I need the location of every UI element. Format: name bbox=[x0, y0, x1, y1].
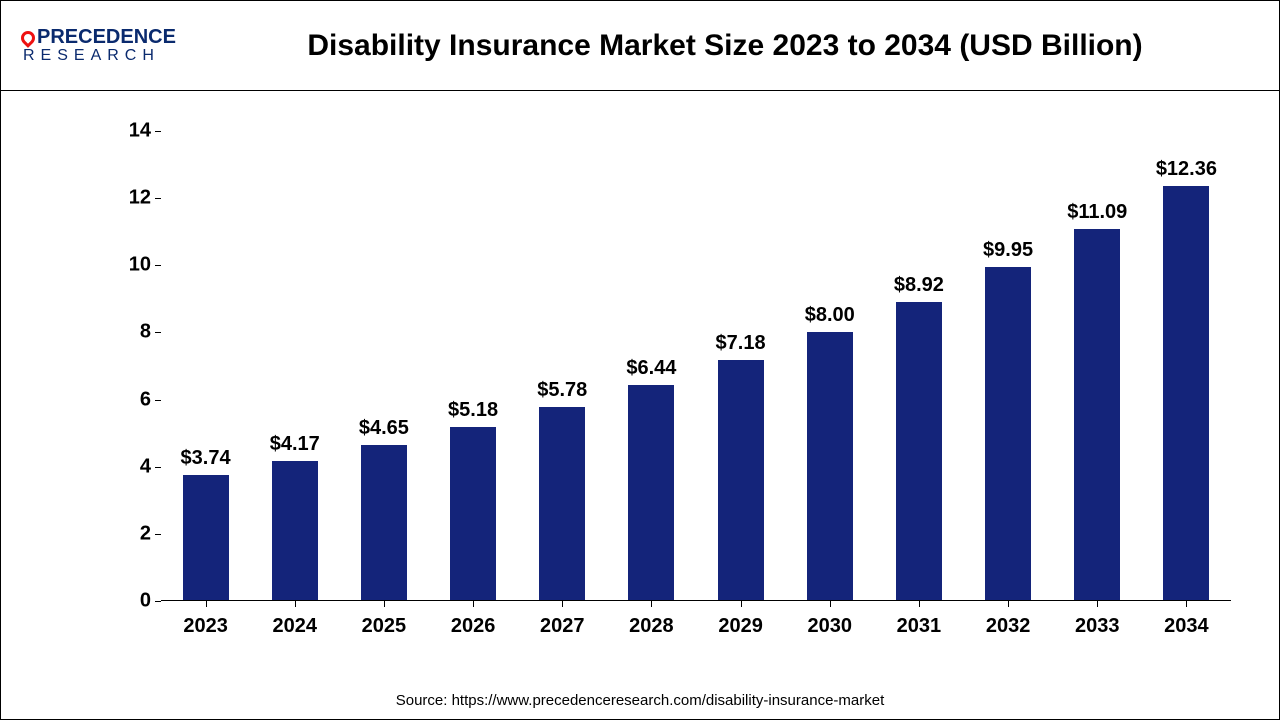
chart-title: Disability Insurance Market Size 2023 to… bbox=[191, 29, 1259, 63]
x-tick-label: 2032 bbox=[963, 615, 1053, 638]
logo: PRECEDENCE RESEARCH bbox=[21, 26, 191, 65]
x-tick-label: 2029 bbox=[696, 615, 786, 638]
x-tick-mark bbox=[1186, 601, 1187, 607]
x-tick-mark bbox=[1008, 601, 1009, 607]
y-tick-label: 14 bbox=[111, 120, 151, 143]
x-tick-label: 2024 bbox=[250, 615, 340, 638]
logo-text-top: PRECEDENCE bbox=[37, 26, 176, 49]
bar bbox=[807, 332, 853, 601]
y-tick-mark bbox=[155, 601, 161, 602]
bar bbox=[272, 461, 318, 601]
y-tick-mark bbox=[155, 198, 161, 199]
x-tick-label: 2025 bbox=[339, 615, 429, 638]
y-tick-mark bbox=[155, 534, 161, 535]
x-tick-label: 2030 bbox=[785, 615, 875, 638]
bar-value-label: $6.44 bbox=[606, 357, 696, 380]
x-tick-label: 2023 bbox=[161, 615, 251, 638]
x-tick-mark bbox=[919, 601, 920, 607]
y-tick-label: 10 bbox=[111, 254, 151, 277]
logo-text-bottom: RESEARCH bbox=[23, 47, 160, 65]
y-tick-label: 8 bbox=[111, 321, 151, 344]
bar bbox=[1163, 186, 1209, 601]
x-axis-line bbox=[161, 600, 1231, 601]
bar-value-label: $8.00 bbox=[785, 304, 875, 327]
bar bbox=[450, 427, 496, 601]
x-tick-mark bbox=[206, 601, 207, 607]
bar-value-label: $7.18 bbox=[696, 332, 786, 355]
bar-value-label: $9.95 bbox=[963, 239, 1053, 262]
y-tick-mark bbox=[155, 265, 161, 266]
y-tick-mark bbox=[155, 332, 161, 333]
bar-value-label: $8.92 bbox=[874, 274, 964, 297]
chart-area: 0 2 4 6 8 10 12 14 $3.74 2023 $4.17 2024 $4.65 2025 $5… bbox=[61, 121, 1241, 651]
x-tick-label: 2028 bbox=[606, 615, 696, 638]
x-tick-mark bbox=[295, 601, 296, 607]
bar-value-label: $4.65 bbox=[339, 417, 429, 440]
bar-value-label: $3.74 bbox=[161, 447, 251, 470]
header-bar: PRECEDENCE RESEARCH Disability Insurance… bbox=[1, 1, 1279, 91]
x-tick-mark bbox=[830, 601, 831, 607]
bar bbox=[183, 475, 229, 601]
x-tick-label: 2033 bbox=[1052, 615, 1142, 638]
y-tick-label: 6 bbox=[111, 388, 151, 411]
bar bbox=[718, 360, 764, 601]
bar-value-label: $5.18 bbox=[428, 399, 518, 422]
x-tick-label: 2031 bbox=[874, 615, 964, 638]
source-text: Source: https://www.precedenceresearch.c… bbox=[1, 692, 1279, 709]
y-tick-label: 4 bbox=[111, 455, 151, 478]
bar bbox=[361, 445, 407, 601]
y-tick-label: 0 bbox=[111, 590, 151, 613]
logo-top-line: PRECEDENCE bbox=[21, 26, 176, 49]
bar-value-label: $12.36 bbox=[1141, 158, 1231, 181]
x-tick-mark bbox=[473, 601, 474, 607]
x-tick-label: 2034 bbox=[1141, 615, 1231, 638]
bar-value-label: $5.78 bbox=[517, 379, 607, 402]
x-tick-mark bbox=[562, 601, 563, 607]
bar bbox=[1074, 229, 1120, 601]
bar bbox=[985, 267, 1031, 601]
x-tick-label: 2027 bbox=[517, 615, 607, 638]
x-tick-mark bbox=[651, 601, 652, 607]
bar bbox=[539, 407, 585, 601]
x-tick-mark bbox=[741, 601, 742, 607]
y-tick-label: 2 bbox=[111, 522, 151, 545]
x-tick-mark bbox=[384, 601, 385, 607]
y-tick-mark bbox=[155, 131, 161, 132]
y-tick-label: 12 bbox=[111, 187, 151, 210]
bar-value-label: $4.17 bbox=[250, 433, 340, 456]
bar bbox=[628, 385, 674, 601]
bar-value-label: $11.09 bbox=[1052, 201, 1142, 224]
logo-pin-icon bbox=[18, 28, 38, 48]
bar bbox=[896, 302, 942, 601]
x-tick-label: 2026 bbox=[428, 615, 518, 638]
x-tick-mark bbox=[1097, 601, 1098, 607]
y-tick-mark bbox=[155, 400, 161, 401]
